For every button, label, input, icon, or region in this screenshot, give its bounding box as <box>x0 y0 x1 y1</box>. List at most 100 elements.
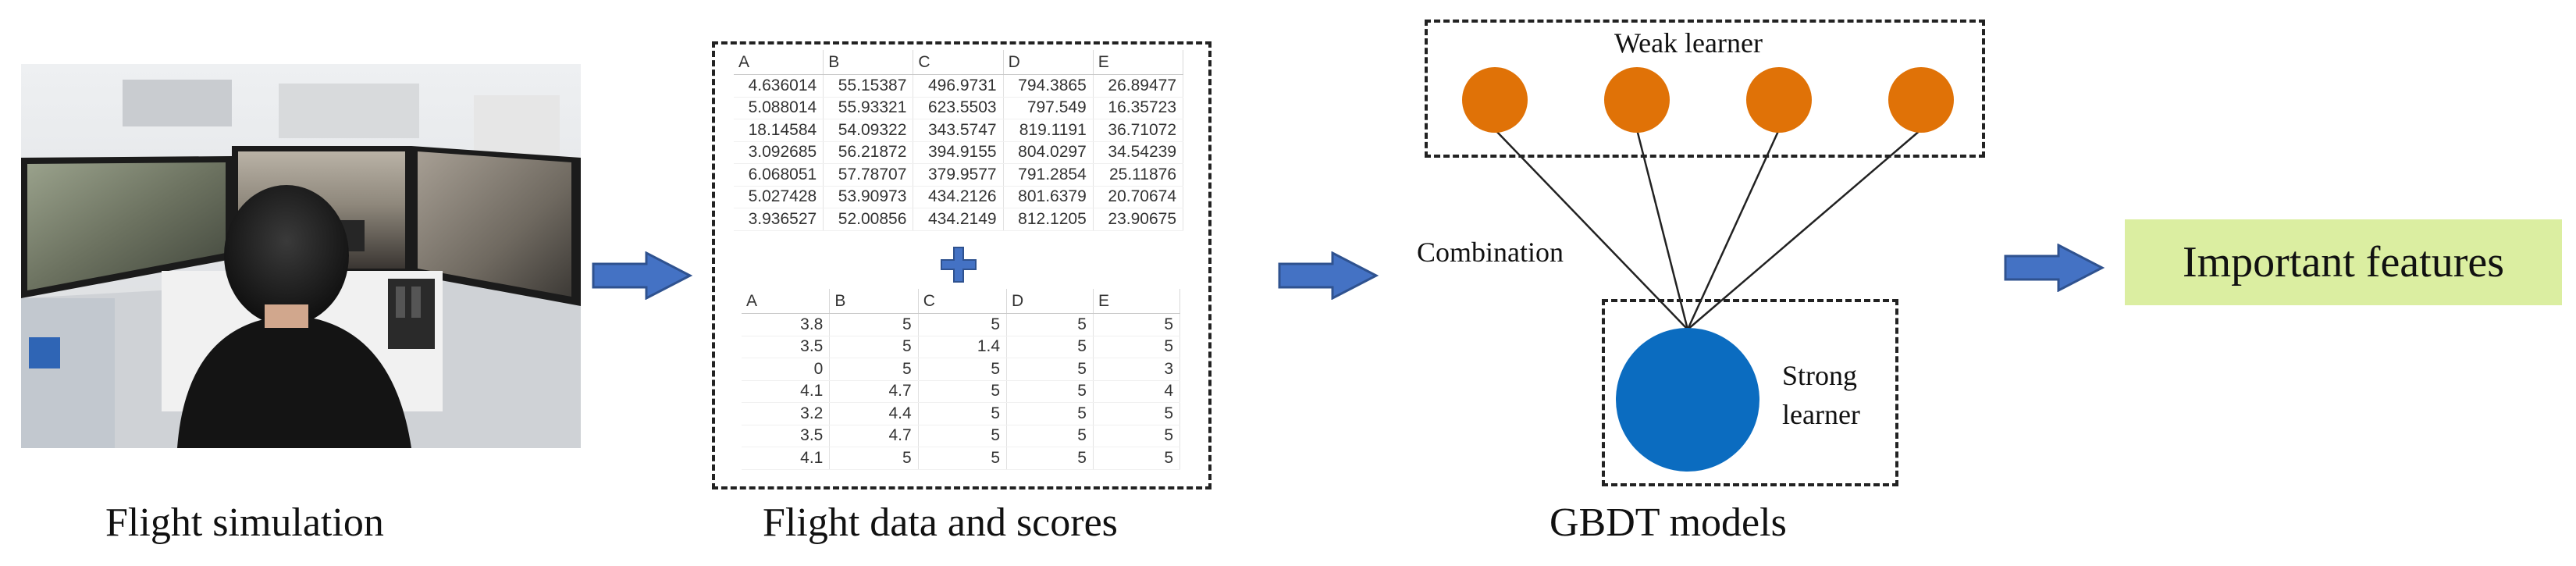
flight-data-row: 5.088014 55.93321 623.5503 797.549 16.35723 <box>734 97 1184 119</box>
weak-learner-node <box>1746 67 1812 133</box>
table-cell: 6.068051 <box>734 163 824 187</box>
column-header: C <box>918 289 1008 314</box>
table-cell: 5.027428 <box>734 186 824 208</box>
table-cell: 18.14584 <box>734 119 824 142</box>
table-cell: 379.9577 <box>913 163 1004 187</box>
combination-label: Combination <box>1417 237 1564 268</box>
flight-data-row: 3.936527 52.00856 434.2149 812.1205 23.90675 <box>734 208 1184 231</box>
table-cell: 819.1191 <box>1003 119 1094 142</box>
combination-line <box>1687 129 1922 330</box>
table-cell: 0 <box>742 358 831 381</box>
table-cell: 3.2 <box>742 402 831 425</box>
table-cell: 5 <box>829 358 919 381</box>
table-cell: 5 <box>918 358 1008 381</box>
table-cell: 5 <box>1093 336 1181 358</box>
table-cell: 804.0297 <box>1003 141 1094 164</box>
table-cell: 5.088014 <box>734 97 824 119</box>
column-header: D <box>1003 50 1094 75</box>
table-cell: 53.90973 <box>823 186 914 208</box>
table-cell: 52.00856 <box>823 208 914 231</box>
table-cell: 5 <box>918 402 1008 425</box>
table-cell: 5 <box>1093 313 1181 336</box>
table-cell: 5 <box>829 313 919 336</box>
column-header: B <box>829 289 919 314</box>
flight-simulation-caption: Flight simulation <box>105 500 384 545</box>
table-cell: 5 <box>918 380 1008 403</box>
table-cell: 4.7 <box>829 425 919 447</box>
flow-arrow-1 <box>592 251 693 300</box>
table-cell: 3.5 <box>742 336 831 358</box>
table-cell: 797.549 <box>1003 97 1094 119</box>
table-cell: 4.1 <box>742 447 831 470</box>
important-features-label: Important features <box>2182 238 2505 287</box>
table-cell: 57.78707 <box>823 163 914 187</box>
table-cell: 5 <box>1006 358 1094 381</box>
combination-line <box>1686 129 1781 330</box>
flight-data-table: A B C D E 4.636014 55.15387 496.9731 794.38… <box>734 50 1184 231</box>
table-cell: 5 <box>1006 402 1094 425</box>
table-cell: 34.54239 <box>1093 141 1184 164</box>
weak-learner-node <box>1604 67 1670 133</box>
table-cell: 5 <box>1093 402 1181 425</box>
table-cell: 394.9155 <box>913 141 1004 164</box>
table-cell: 623.5503 <box>913 97 1004 119</box>
scores-row: 3.8 5 5 5 5 <box>742 313 1181 336</box>
scores-row: 3.5 4.7 5 5 5 <box>742 425 1181 447</box>
table-cell: 54.09322 <box>823 119 914 142</box>
table-cell: 794.3865 <box>1003 74 1094 98</box>
table-cell: 4.636014 <box>734 74 824 98</box>
column-header: C <box>913 50 1004 75</box>
table-cell: 5 <box>829 336 919 358</box>
table-cell: 812.1205 <box>1003 208 1094 231</box>
table-cell: 16.35723 <box>1093 97 1184 119</box>
table-cell: 5 <box>1006 313 1094 336</box>
gbdt-graph <box>1462 67 1954 472</box>
flight-data-row: 4.636014 55.15387 496.9731 794.3865 26.89477 <box>734 74 1184 98</box>
table-cell: 1.4 <box>918 336 1008 358</box>
combination-line <box>1635 129 1689 330</box>
flow-arrow-2 <box>1278 251 1379 300</box>
table-cell: 5 <box>1006 425 1094 447</box>
table-cell: 36.71072 <box>1093 119 1184 142</box>
flight-data-row: 18.14584 54.09322 343.5747 819.1191 36.71072 <box>734 119 1184 142</box>
table-cell: 23.90675 <box>1093 208 1184 231</box>
table-cell: 5 <box>1006 447 1094 470</box>
column-header: A <box>734 50 824 75</box>
table-cell: 20.70674 <box>1093 186 1184 208</box>
flight-data-row: 3.092685 56.21872 394.9155 804.0297 34.54239 <box>734 141 1184 164</box>
table-cell: 4.4 <box>829 402 919 425</box>
weak-learner-node <box>1888 67 1954 133</box>
scores-table: A B C D E 3.8 5 5 5 5 3.5 5 1.4 5 5 0 5 5 5 3 4.1 4.7 5 5 4… <box>742 289 1181 470</box>
table-cell: 5 <box>829 447 919 470</box>
table-cell: 5 <box>1093 447 1181 470</box>
table-cell: 496.9731 <box>913 74 1004 98</box>
table-cell: 5 <box>918 447 1008 470</box>
table-cell: 26.89477 <box>1093 74 1184 98</box>
column-header: E <box>1093 50 1184 75</box>
gbdt-models-caption: GBDT models <box>1550 500 1787 545</box>
weak-learner-node <box>1462 67 1528 133</box>
table-cell: 3.8 <box>742 313 831 336</box>
weak-learner-label: Weak learner <box>1614 27 1763 59</box>
weak-learner-box <box>1425 20 1985 158</box>
scores-row: 4.1 5 5 5 5 <box>742 447 1181 470</box>
table-cell: 5 <box>1006 336 1094 358</box>
table-cell: 5 <box>1093 425 1181 447</box>
flight-data-caption: Flight data and scores <box>763 500 1118 545</box>
table-cell: 343.5747 <box>913 119 1004 142</box>
flight-simulator-photo <box>21 64 581 448</box>
table-cell: 5 <box>918 425 1008 447</box>
strong-learner-label-line2: learner <box>1782 399 1860 430</box>
strong-learner-node <box>1616 328 1759 472</box>
flight-data-row: 5.027428 53.90973 434.2126 801.6379 20.70674 <box>734 186 1184 208</box>
flight-data-row: 6.068051 57.78707 379.9577 791.2854 25.11876 <box>734 163 1184 187</box>
table-cell: 4.7 <box>829 380 919 403</box>
strong-learner-box <box>1602 299 1898 486</box>
table-cell: 801.6379 <box>1003 186 1094 208</box>
table-cell: 791.2854 <box>1003 163 1094 187</box>
table-cell: 4 <box>1093 380 1181 403</box>
table-cell: 434.2149 <box>913 208 1004 231</box>
column-header: B <box>823 50 914 75</box>
table-cell: 3.936527 <box>734 208 824 231</box>
